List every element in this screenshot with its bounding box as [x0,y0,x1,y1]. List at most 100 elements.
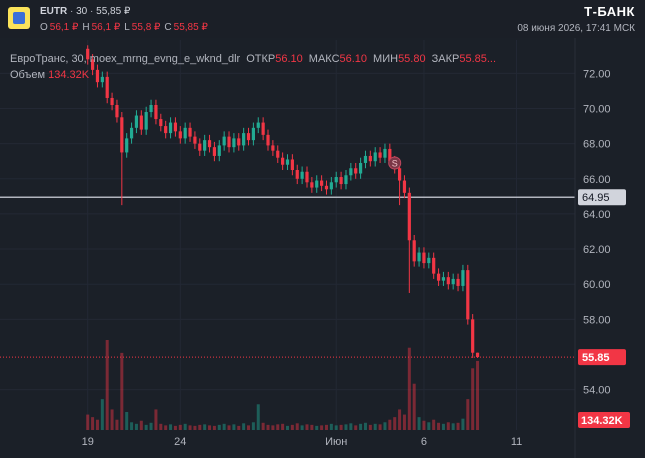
candle-body [173,122,178,132]
volume-bar [120,352,124,430]
volume-bar [169,424,173,430]
candle-body [368,155,372,162]
legend-value: 55.80 [398,53,426,65]
candle-body [349,168,353,176]
ohlc-label: H [82,22,90,33]
candle-body [237,138,241,146]
candle-body [183,127,187,139]
volume-bar [393,417,397,430]
candle-body [300,171,304,179]
volume-bar [407,347,411,430]
volume-bar [188,425,192,430]
candle-body [373,152,377,162]
volume-bar [310,424,314,430]
volume-bar [154,409,158,430]
volume-bar [86,414,90,430]
y-tick-label: 54.00 [583,385,611,397]
volume-bar [437,422,441,430]
volume-bar [315,425,319,430]
candle-body [295,170,299,179]
candle-body [266,134,270,146]
candle-body [344,175,348,185]
volume-bar [456,422,460,430]
candle-body [324,185,329,190]
volume-bar [222,423,226,430]
candle-body [168,122,173,134]
candle-body [246,133,251,141]
volume-bar [144,424,148,430]
legend-label: ЗАКР [431,53,460,65]
volume-bar [130,422,134,430]
volume-bar [276,424,280,430]
volume-bar [256,404,260,430]
candle-body [90,59,95,70]
candle-body [164,126,168,134]
y-tick-label: 66.00 [583,174,611,186]
volume-bar [290,424,294,430]
candle-body [212,147,217,156]
candle-body [149,105,153,113]
candle-body [358,162,363,174]
x-tick-label: 11 [511,436,522,448]
candle-body [285,159,290,165]
instrument-name: ЕвроТранс, 30, moex_mrng_evng_e_wknd_dlr [10,53,241,65]
y-tick-label: 68.00 [583,139,611,151]
candle-body [461,270,465,286]
ohlc-line: O 56,1 ₽ H 56,1 ₽ L 55,8 ₽ C 55,85 ₽ [40,22,212,33]
candle-body [100,76,104,83]
volume-bar [363,422,367,430]
candle-body [329,182,333,190]
candle-body [334,177,338,183]
datetime: 08 июня 2026, 17:41 МСК [517,23,635,34]
volume-bar [261,422,265,430]
ohlc-label: C [164,22,172,33]
volume-bar [461,418,465,430]
logo [8,7,30,29]
candle-body [397,168,402,181]
candle-body [251,127,255,141]
volume-bar [115,419,119,430]
volume-bar [441,423,445,430]
volume-bar [281,423,285,430]
volume-bar [208,425,212,430]
volume-bar [125,412,129,430]
candle-body [217,145,221,156]
candle-body [198,143,202,151]
volume-bar [217,424,221,430]
volume-bar [110,409,114,430]
candle-body [271,145,275,151]
candle-body [475,352,480,358]
candle-body [129,127,134,139]
volume-bar [286,425,289,430]
brand: Т-БАНК [584,4,635,19]
candle-body [134,115,139,128]
volume-bar [242,423,246,430]
candle-body [242,133,246,146]
legend-label: МАКС [308,53,340,65]
volume-bar [295,423,299,430]
price: 55,85 ₽ [96,6,131,17]
y-tick-label: 70.00 [583,104,611,116]
x-tick-label: 19 [82,436,94,448]
volume-bar [159,423,163,430]
volume-bar [451,423,455,430]
volume-bar [320,425,324,430]
ticker: EUTR [40,6,68,17]
hline-label: 64.95 [582,192,610,204]
volume-bar [349,423,353,430]
ohlc-label: L [124,22,130,33]
volume-bar [402,414,406,430]
signal-label: S [392,158,398,168]
volume-bar [427,422,431,430]
candle-body [310,182,314,188]
volume-bar [412,383,416,430]
candle-body [203,140,207,151]
volume-bar [344,424,348,430]
volume-bar [471,368,475,430]
volume-bar [300,425,304,430]
volume-label-bg [578,412,630,428]
signal-marker [388,156,402,170]
candle-body [315,180,319,188]
volume-bar [359,423,363,430]
candle-body [115,105,119,118]
